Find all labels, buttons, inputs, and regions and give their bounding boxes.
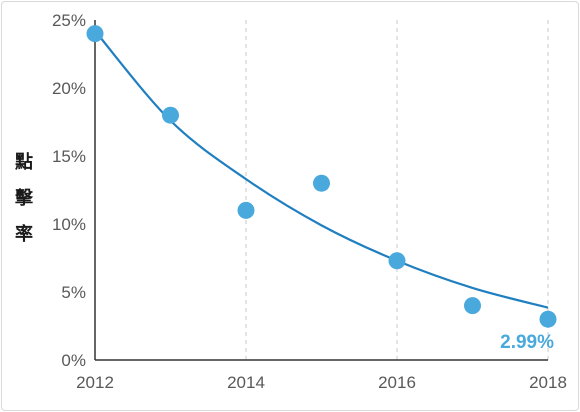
x-tick-label: 2014 [227, 373, 265, 392]
y-tick-label: 10% [52, 215, 86, 234]
y-axis-label-char: 擊 [15, 187, 34, 209]
data-point-2018 [539, 310, 557, 328]
trend-line [94, 30, 549, 309]
data-point-2012 [86, 25, 104, 43]
y-tick-label: 5% [61, 283, 86, 302]
data-point-2013 [162, 106, 179, 124]
data-point-2017 [464, 297, 481, 315]
data-points [86, 25, 557, 328]
y-axis-label-char: 率 [15, 223, 33, 245]
x-tick-label: 2016 [378, 373, 416, 392]
last-value-annotation: 2.99% [500, 332, 554, 353]
y-tick-label: 0% [61, 351, 86, 370]
y-tick-labels: 0% 5% 10% 15% 20% 25% [52, 11, 86, 370]
data-point-2015 [313, 174, 330, 192]
data-point-2014 [237, 201, 255, 219]
x-tick-label: 2012 [76, 373, 114, 392]
y-tick-label: 25% [52, 11, 86, 30]
axes [94, 20, 548, 361]
y-tick-label: 15% [52, 147, 86, 166]
x-tick-label: 2018 [529, 373, 567, 392]
y-axis-label-char: 點 [14, 152, 33, 173]
x-tick-labels: 2012 2014 2016 2018 [76, 373, 567, 392]
y-tick-label: 20% [52, 79, 86, 98]
y-axis-label: 點擊率 [14, 152, 34, 245]
gridlines [245, 20, 549, 360]
data-point-2016 [388, 252, 406, 270]
